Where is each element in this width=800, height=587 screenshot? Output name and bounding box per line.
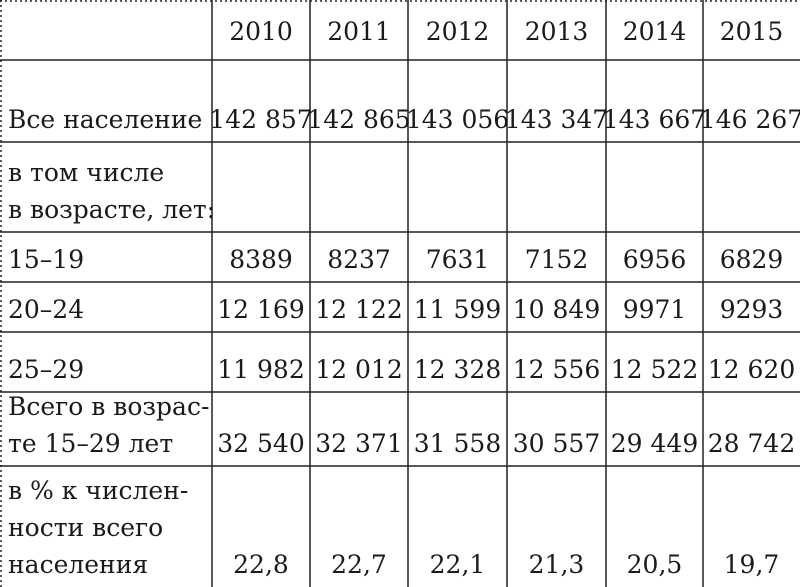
row-label: ности всего	[8, 513, 163, 542]
cell-value: 19,7	[724, 550, 780, 579]
year-header: 2015	[720, 17, 784, 46]
cell-value: 7152	[525, 245, 589, 274]
row-label: те 15–29 лет	[8, 429, 173, 458]
row-label: в % к числен-	[8, 476, 188, 505]
cell-value: 22,7	[331, 550, 387, 579]
cell-value: 143 347	[505, 105, 608, 134]
cell-value: 29 449	[611, 429, 698, 458]
year-header: 2011	[327, 17, 391, 46]
cell-value: 12 169	[217, 295, 304, 324]
cell-value: 146 267	[700, 105, 800, 134]
row-label: населения	[8, 550, 148, 579]
cell-value: 22,1	[430, 550, 486, 579]
cell-value: 21,3	[529, 550, 585, 579]
cell-value: 32 371	[315, 429, 402, 458]
cell-value: 11 599	[414, 295, 501, 324]
cell-value: 32 540	[217, 429, 304, 458]
cell-value: 22,8	[233, 550, 289, 579]
cell-value: 7631	[426, 245, 490, 274]
cell-value: 143 667	[603, 105, 706, 134]
cell-value: 9971	[623, 295, 687, 324]
cell-value: 12 522	[611, 355, 698, 384]
year-header: 2013	[525, 17, 589, 46]
cell-value: 28 742	[708, 429, 795, 458]
cell-value: 12 556	[513, 355, 600, 384]
cell-value: 31 558	[414, 429, 501, 458]
cell-value: 142 857	[209, 105, 312, 134]
cell-value: 6956	[623, 245, 687, 274]
cell-value: 143 056	[406, 105, 509, 134]
row-label: 25–29	[8, 355, 84, 384]
cell-value: 12 012	[315, 355, 402, 384]
year-header: 2012	[426, 17, 490, 46]
cell-value: 12 328	[414, 355, 501, 384]
year-header: 2010	[229, 17, 293, 46]
cell-value: 12 620	[708, 355, 795, 384]
year-header: 2014	[623, 17, 687, 46]
row-label: Все население	[8, 105, 202, 134]
cell-value: 11 982	[217, 355, 304, 384]
row-label: в возрасте, лет:	[8, 195, 215, 224]
cell-value: 142 865	[307, 105, 410, 134]
row-label: 15–19	[8, 245, 84, 274]
cell-value: 6829	[720, 245, 784, 274]
cell-value: 12 122	[315, 295, 402, 324]
row-label: Всего в возрас-	[8, 392, 209, 421]
row-label: 20–24	[8, 295, 84, 324]
cell-value: 8389	[229, 245, 293, 274]
cell-value: 10 849	[513, 295, 600, 324]
cell-value: 20,5	[627, 550, 683, 579]
row-label: в том числе	[8, 158, 164, 187]
cell-value: 30 557	[513, 429, 600, 458]
cell-value: 8237	[327, 245, 391, 274]
cell-value: 9293	[720, 295, 784, 324]
